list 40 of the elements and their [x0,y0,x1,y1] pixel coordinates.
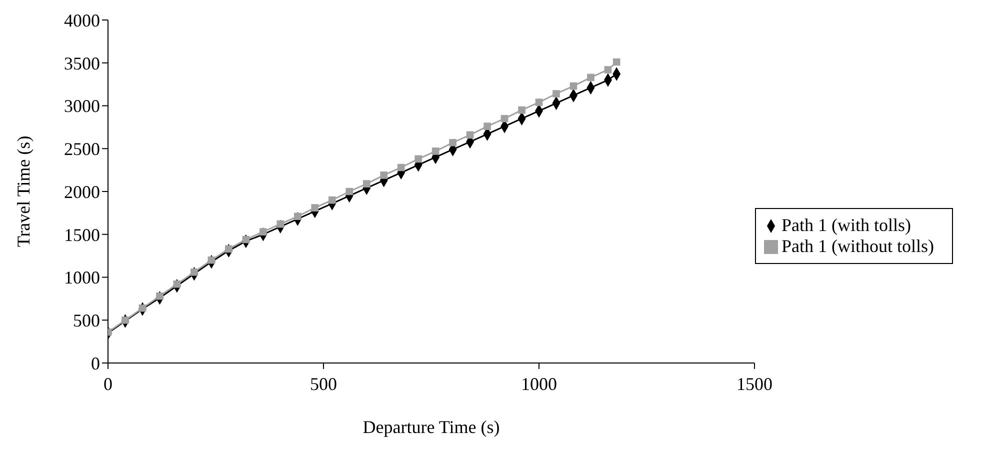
point [518,106,526,114]
point [242,236,250,244]
point [449,138,456,146]
point [346,188,354,196]
point [552,90,560,98]
y-tick-label: 500 [73,310,100,331]
point [362,180,370,188]
y-tick-label: 0 [91,353,100,374]
x-tick-label: 1500 [736,374,772,394]
y-tick-label: 2500 [64,139,100,160]
point [484,122,491,130]
y-tick-label: 3000 [64,96,100,116]
point [604,66,612,74]
point [397,164,405,172]
point [311,204,319,212]
point [138,304,146,312]
y-tick-label: 3500 [64,53,100,74]
point [570,82,578,90]
x-tick-label: 0 [104,374,112,394]
point [587,74,594,82]
point [380,172,388,179]
point [535,98,543,106]
legend-label: Path 1 (without tolls) [782,236,934,256]
x-tick-label: 500 [310,374,337,394]
y-tick-label: 4000 [64,10,100,30]
x-axis-title: Departure Time (s) [362,417,500,437]
point [328,196,336,204]
point [173,280,181,288]
point [500,114,508,122]
point [466,131,474,139]
point [612,58,620,66]
y-tick-label: 2000 [64,182,100,202]
x-tick-label: 1000 [521,374,557,394]
y-tick-label: 1000 [64,268,100,288]
legend-label: Path 1 (with tolls) [782,214,911,234]
point [414,155,422,163]
y-tick-label: 1500 [64,224,100,245]
y-axis-title: Travel Time (s) [13,136,34,248]
point [208,256,216,264]
point [432,148,440,155]
